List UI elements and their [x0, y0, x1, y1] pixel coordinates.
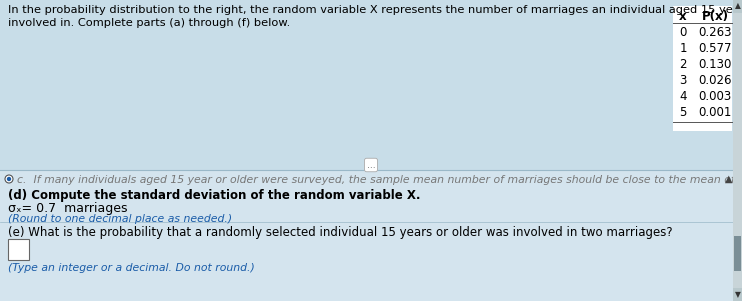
- Text: c.  If many individuals aged 15 year or older were surveyed, the sample mean num: c. If many individuals aged 15 year or o…: [17, 175, 742, 185]
- Text: 0.003: 0.003: [698, 90, 732, 103]
- FancyBboxPatch shape: [673, 6, 732, 131]
- Text: 0.577: 0.577: [698, 42, 732, 55]
- Text: (Round to one decimal place as needed.): (Round to one decimal place as needed.): [8, 214, 232, 224]
- FancyBboxPatch shape: [733, 288, 742, 301]
- FancyBboxPatch shape: [733, 0, 742, 13]
- Text: involved in. Complete parts (a) through (f) below.: involved in. Complete parts (a) through …: [8, 18, 290, 28]
- FancyBboxPatch shape: [733, 0, 742, 301]
- Text: x: x: [679, 10, 687, 23]
- Text: 4: 4: [679, 90, 687, 103]
- Text: ▼: ▼: [735, 290, 741, 299]
- Text: ▲: ▲: [735, 2, 741, 11]
- FancyBboxPatch shape: [0, 0, 742, 171]
- Text: 3: 3: [680, 74, 686, 87]
- FancyBboxPatch shape: [734, 236, 741, 271]
- Text: 0: 0: [680, 26, 686, 39]
- Text: (Type an integer or a decimal. Do not round.): (Type an integer or a decimal. Do not ro…: [8, 263, 255, 273]
- Text: In the probability distribution to the right, the random variable X represents t: In the probability distribution to the r…: [8, 5, 742, 15]
- FancyBboxPatch shape: [7, 238, 28, 259]
- Text: 0.001: 0.001: [698, 106, 732, 119]
- Text: 0.026: 0.026: [698, 74, 732, 87]
- Text: P(x): P(x): [701, 10, 729, 23]
- Text: ▲: ▲: [725, 174, 733, 184]
- Text: 2: 2: [679, 58, 687, 71]
- FancyBboxPatch shape: [0, 171, 742, 301]
- Text: σₓ= 0.7  marriages: σₓ= 0.7 marriages: [8, 202, 128, 215]
- Text: (d) Compute the standard deviation of the random variable X.: (d) Compute the standard deviation of th…: [8, 189, 421, 202]
- Text: ...: ...: [367, 160, 375, 169]
- Text: 5: 5: [680, 106, 686, 119]
- Text: 0.130: 0.130: [698, 58, 732, 71]
- Circle shape: [5, 175, 13, 183]
- Text: 0.263: 0.263: [698, 26, 732, 39]
- Text: 1: 1: [679, 42, 687, 55]
- Text: (e) What is the probability that a randomly selected individual 15 years or olde: (e) What is the probability that a rando…: [8, 226, 673, 239]
- Circle shape: [7, 177, 11, 181]
